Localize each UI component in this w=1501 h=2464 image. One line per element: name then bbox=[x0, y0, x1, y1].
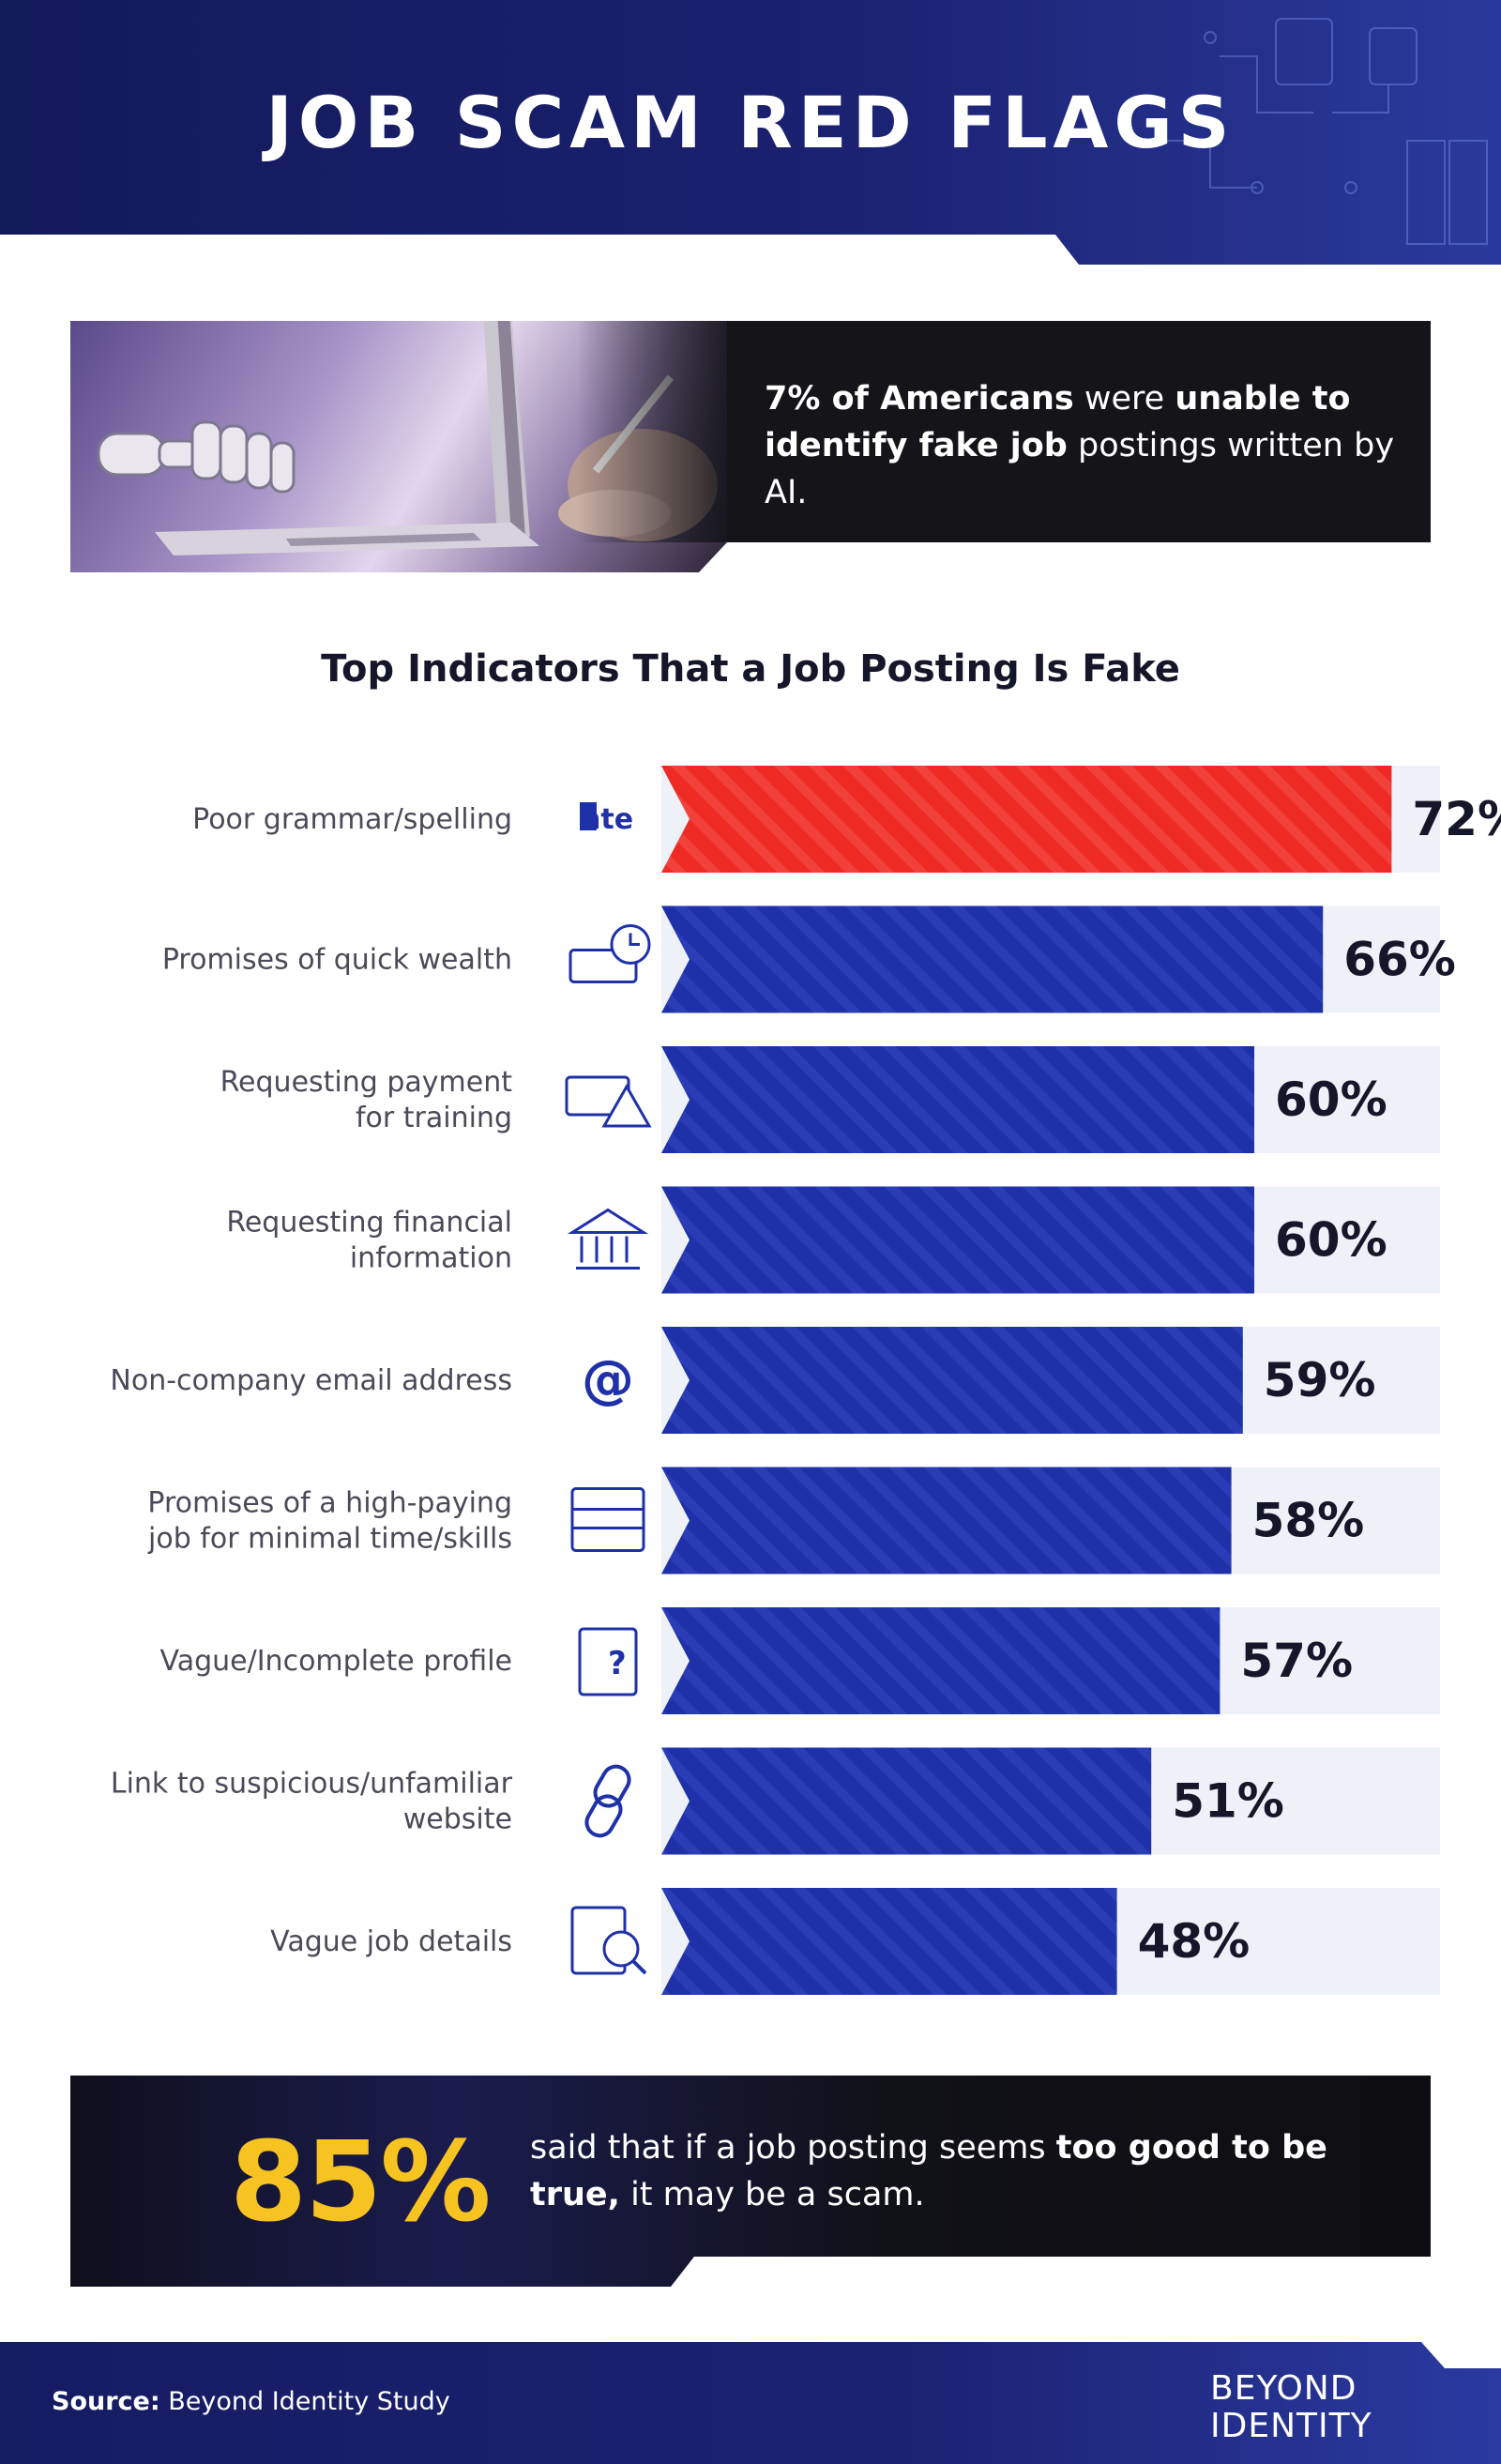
chart-row: 66% Promises of quick wealth bbox=[162, 905, 1456, 1013]
data-label: 66% bbox=[1343, 933, 1456, 987]
bar bbox=[661, 1046, 1254, 1153]
header-banner bbox=[0, 0, 1501, 265]
category-label: Requesting financial bbox=[226, 1207, 512, 1240]
register-shape bbox=[570, 1487, 645, 1552]
data-label: 51% bbox=[1172, 1774, 1284, 1829]
source-label: Source: bbox=[52, 2387, 160, 2416]
bar bbox=[661, 1888, 1117, 1995]
cash-register-icon bbox=[570, 1487, 645, 1552]
magnifier-handle bbox=[631, 1959, 647, 1975]
source-text: Beyond Identity Study bbox=[159, 2387, 450, 2416]
stat-text-2: it may be a scam. bbox=[619, 2176, 925, 2213]
bar bbox=[661, 1186, 1254, 1294]
stat-background bbox=[70, 2076, 1431, 2287]
money-clock-icon bbox=[569, 924, 651, 983]
grammar-icon-box bbox=[580, 802, 597, 830]
bar bbox=[661, 905, 1324, 1013]
chart-row: 48% Vague job details bbox=[270, 1888, 1440, 1995]
data-label: 60% bbox=[1275, 1072, 1387, 1127]
footer: Source: Beyond Identity Study BEYOND IDE… bbox=[0, 2342, 1501, 2464]
bar bbox=[661, 1747, 1152, 1855]
question-glyph: ? bbox=[608, 1645, 627, 1682]
chart-row: 72% Poor grammar/spelling hte bbox=[192, 766, 1501, 873]
document-search-icon bbox=[570, 1906, 647, 1975]
at-sign-glyph: @ bbox=[582, 1349, 634, 1410]
grammar-icon: hte bbox=[580, 802, 633, 836]
chart-title: Top Indicators That a Job Posting Is Fak… bbox=[321, 647, 1180, 691]
category-label: Requesting payment bbox=[220, 1066, 513, 1099]
bank-icon bbox=[567, 1208, 649, 1270]
category-label: Vague/Incomplete profile bbox=[160, 1645, 512, 1678]
logo-line-1: BEYOND bbox=[1210, 2369, 1357, 2408]
robot-laptop-photo bbox=[70, 321, 727, 572]
circuit-pattern-icon bbox=[1163, 18, 1488, 245]
grammar-icon-glyph: hte bbox=[581, 803, 633, 836]
intro-card: 7% of Americans were unable to identify … bbox=[70, 321, 1431, 572]
stat-statement: said that if a job posting seems too goo… bbox=[530, 2124, 1356, 2218]
category-label: Vague job details bbox=[270, 1925, 512, 1958]
category-label: Non-company email address bbox=[110, 1364, 512, 1397]
data-label: 59% bbox=[1264, 1353, 1376, 1407]
bill-shape bbox=[569, 949, 638, 983]
category-label: Poor grammar/spelling bbox=[192, 803, 512, 836]
page-title: JOB SCAM RED FLAGS bbox=[265, 81, 1236, 164]
intro-statement: 7% of Americans were unable to identify … bbox=[765, 375, 1402, 516]
stat-card: 85% said that if a job posting seems too… bbox=[70, 2076, 1431, 2287]
bar bbox=[661, 1467, 1232, 1574]
category-label: Promises of quick wealth bbox=[162, 944, 512, 977]
category-label: for training bbox=[356, 1102, 512, 1134]
intro-bold-2: unable to identify fake job bbox=[765, 380, 1351, 464]
bar bbox=[661, 1327, 1243, 1434]
clock-hands bbox=[629, 933, 640, 946]
warning-triangle bbox=[601, 1083, 652, 1128]
chart-row: 57% Vague/Incomplete profile? bbox=[160, 1607, 1440, 1714]
category-label: website bbox=[403, 1803, 512, 1836]
intro-text-1: were bbox=[1073, 380, 1175, 418]
data-label: 58% bbox=[1252, 1494, 1365, 1548]
bar bbox=[661, 766, 1392, 873]
data-label: 48% bbox=[1138, 1914, 1251, 1969]
category-label: Promises of a high-paying bbox=[147, 1487, 512, 1520]
stat-bold-1: too good to be true, bbox=[530, 2129, 1327, 2213]
payment-warning-icon bbox=[565, 1075, 652, 1128]
stat-text-1: said that if a job posting seems bbox=[530, 2129, 1056, 2167]
logo-line-2: IDENTITY bbox=[1210, 2407, 1372, 2445]
header: JOB SCAM RED FLAGS bbox=[0, 0, 1501, 265]
data-label: 72% bbox=[1412, 792, 1501, 846]
chart-row: 59% Non-company email address @ bbox=[110, 1327, 1440, 1434]
intro-text-2: postings written by AI. bbox=[765, 427, 1395, 511]
category-label: Link to suspicious/unfamiliar bbox=[111, 1768, 513, 1801]
bar-chart: 72% Poor grammar/spelling hte 66% Promises o… bbox=[110, 766, 1501, 1995]
chain-link-a bbox=[593, 1764, 631, 1808]
profile-card bbox=[578, 1627, 638, 1696]
chain-link-b bbox=[584, 1794, 623, 1838]
bar bbox=[661, 1607, 1221, 1714]
profile-question-icon: ? bbox=[578, 1627, 638, 1696]
magnifier-lens bbox=[602, 1930, 640, 1968]
register-lines bbox=[572, 1508, 644, 1529]
source-note: Source: Beyond Identity Study bbox=[52, 2387, 450, 2416]
bank-shape bbox=[567, 1208, 649, 1270]
data-label: 57% bbox=[1240, 1634, 1353, 1688]
photo-fade bbox=[577, 321, 727, 542]
chain-link-icon bbox=[584, 1764, 631, 1838]
at-sign-icon: @ bbox=[582, 1349, 634, 1410]
category-label: information bbox=[350, 1242, 512, 1275]
intro-bold-1: 7% of Americans bbox=[765, 380, 1074, 418]
stat-value: 85% bbox=[230, 2117, 491, 2246]
category-label: job for minimal time/skills bbox=[147, 1523, 512, 1556]
data-label: 60% bbox=[1275, 1213, 1387, 1268]
brand-logo: BEYOND IDENTITY bbox=[1210, 2370, 1372, 2445]
